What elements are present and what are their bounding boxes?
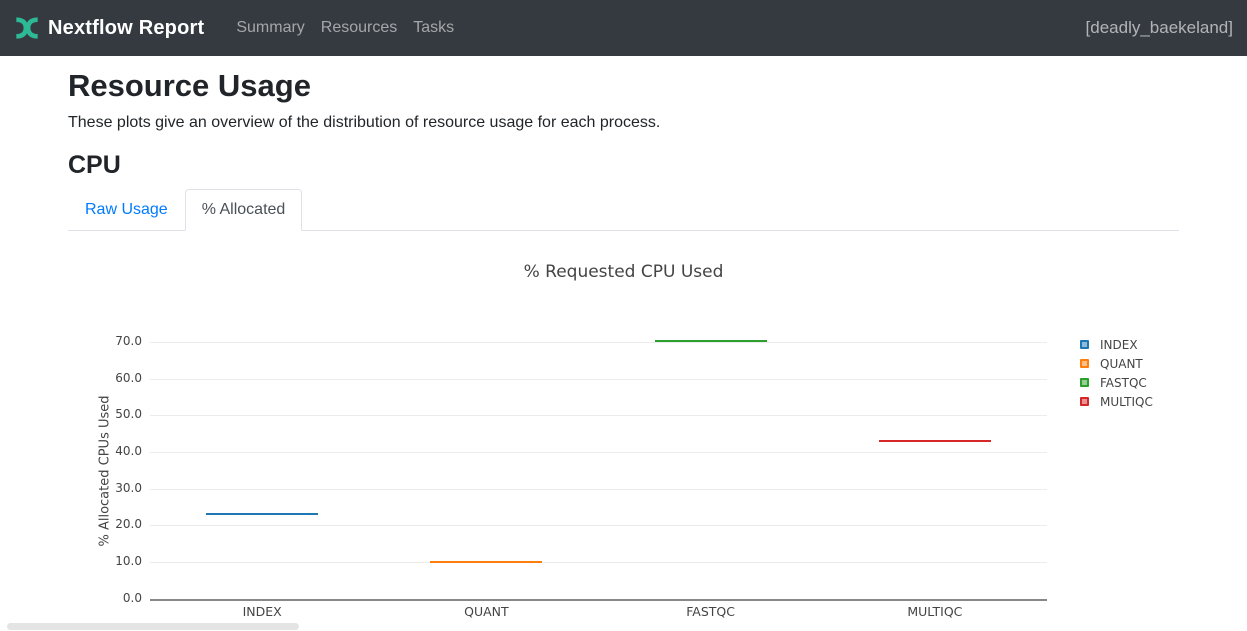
x-tick-label: INDEX — [242, 603, 282, 619]
box-quant[interactable] — [430, 560, 543, 563]
navbar-brand[interactable]: Nextflow Report — [14, 15, 204, 41]
legend-label: FASTQC — [1100, 375, 1147, 390]
y-tick-label: 0.0 — [122, 590, 142, 605]
gridline — [150, 341, 1047, 343]
nav-item-tasks[interactable]: Tasks — [413, 19, 455, 36]
legend-swatch — [1080, 397, 1089, 407]
y-tick-label: 30.0 — [115, 480, 142, 495]
main-content: Resource Usage These plots give an overv… — [0, 68, 1247, 631]
legend-label: QUANT — [1100, 356, 1143, 371]
y-tick-label: 60.0 — [115, 370, 142, 385]
gridline — [150, 452, 1047, 454]
gridline — [150, 525, 1047, 527]
x-axis-line — [150, 598, 1047, 601]
navbar-brand-label: Nextflow Report — [48, 16, 205, 39]
legend-item-quant[interactable]: QUANT — [1080, 357, 1143, 371]
legend-swatch — [1080, 359, 1089, 369]
x-tick-label: FASTQC — [686, 603, 735, 619]
tab-percent-allocated[interactable]: % Allocated — [184, 188, 303, 231]
y-tick-label: 70.0 — [115, 333, 142, 348]
cpu-allocated-chart: % Requested CPU Used % Allocated CPUs Us… — [68, 231, 1179, 631]
legend-label: MULTIQC — [1100, 394, 1153, 409]
nav-item-resources[interactable]: Resources — [320, 19, 398, 36]
nav-item-summary[interactable]: Summary — [236, 19, 305, 36]
gridline — [150, 488, 1047, 490]
box-index[interactable] — [206, 513, 319, 516]
gridline — [150, 562, 1047, 564]
legend-swatch — [1080, 378, 1089, 388]
section-heading-cpu: CPU — [68, 151, 121, 180]
y-tick-label: 40.0 — [115, 444, 142, 459]
legend-item-multiqc[interactable]: MULTIQC — [1080, 395, 1153, 409]
horizontal-scrollbar-thumb[interactable] — [7, 623, 299, 630]
x-tick-label: MULTIQC — [907, 603, 963, 619]
page-subtitle: These plots give an overview of the dist… — [68, 113, 661, 131]
box-multiqc[interactable] — [878, 439, 991, 442]
navbar: Nextflow Report Summary Resources Tasks … — [0, 0, 1247, 56]
run-name: [deadly_baekeland] — [1085, 18, 1233, 37]
navbar-links: Summary Resources Tasks — [228, 11, 462, 45]
legend-label: INDEX — [1100, 337, 1138, 352]
legend-item-fastqc[interactable]: FASTQC — [1080, 376, 1147, 390]
x-tick-label: QUANT — [464, 603, 509, 619]
chart-title: % Requested CPU Used — [523, 261, 724, 282]
box-fastqc[interactable] — [654, 340, 767, 343]
y-tick-label: 20.0 — [115, 517, 142, 532]
nextflow-logo-icon — [16, 17, 38, 39]
y-tick-label: 10.0 — [115, 554, 142, 569]
legend-item-index[interactable]: INDEX — [1080, 338, 1138, 352]
cpu-tabs: Raw Usage % Allocated — [68, 188, 1179, 231]
tab-raw-usage[interactable]: Raw Usage — [85, 200, 168, 218]
legend-swatch — [1080, 340, 1089, 350]
y-tick-label: 50.0 — [115, 407, 142, 422]
page-title: Resource Usage — [68, 68, 311, 103]
gridline — [150, 378, 1047, 380]
gridline — [150, 415, 1047, 417]
